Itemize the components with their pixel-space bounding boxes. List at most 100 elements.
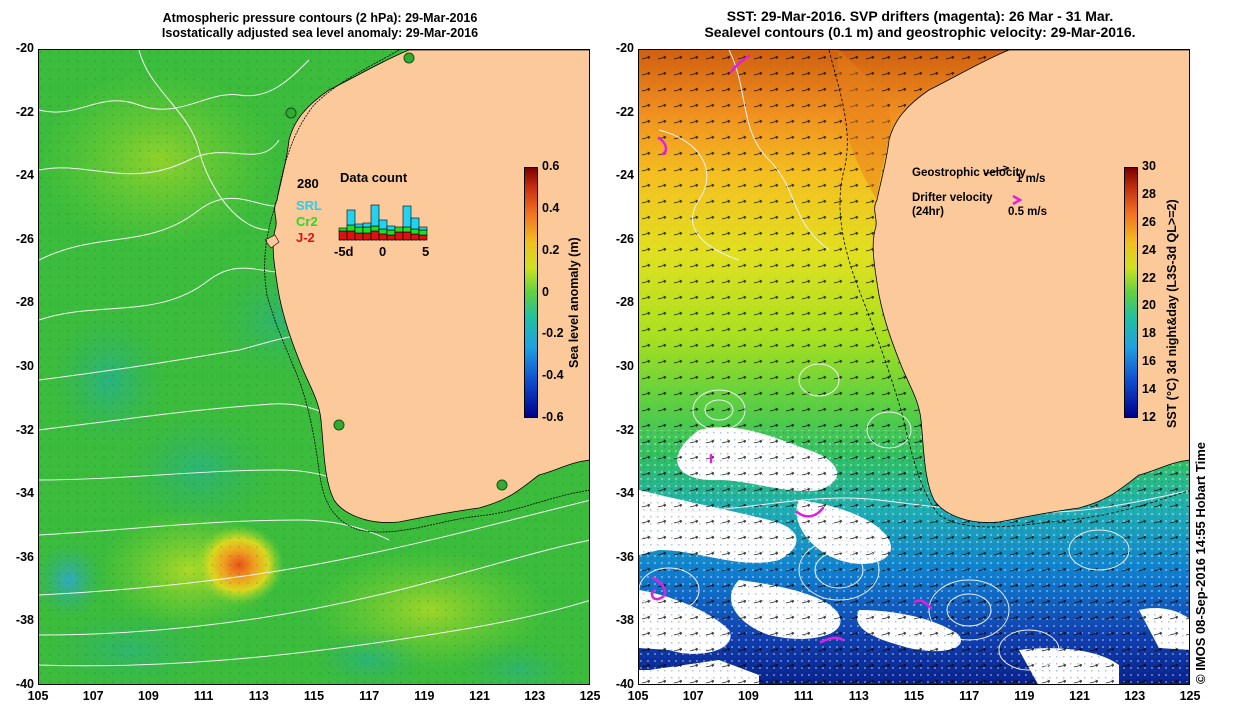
data-count-bar-j-2: [418, 234, 428, 241]
geostrophic-legend-scale: 1 m/s: [1016, 173, 1046, 185]
tide-gauge-marker[interactable]: [333, 419, 345, 431]
left-x-tick: 107: [82, 689, 104, 703]
left-x-tick: 115: [303, 689, 325, 703]
data-count-bar-j-2: [402, 231, 412, 241]
australia-land: [839, 50, 1189, 523]
drifter-legend-label: Drifter velocity: [912, 192, 993, 204]
geostrophic-legend-arrow: [983, 165, 1010, 175]
left-x-tick: 109: [137, 689, 159, 703]
right-map[interactable]: [638, 49, 1190, 685]
drifter-legend-arrow: [1012, 194, 1023, 206]
legend-srl: SRL: [296, 198, 322, 213]
left-x-tick: 113: [248, 689, 269, 703]
data-count-bar-cr2: [370, 225, 380, 232]
shelf-contour: [264, 50, 589, 533]
left-x-tick: 119: [414, 689, 435, 703]
right-y-tick: -30: [615, 359, 634, 373]
australia-land: [272, 50, 589, 523]
left-x-tick: 117: [359, 689, 380, 703]
right-y-tick: -40: [615, 677, 634, 691]
tide-gauge-marker[interactable]: [285, 107, 297, 119]
data-count-bar-srl: [402, 205, 412, 228]
left-colorbar-tick: 0.4: [542, 200, 560, 215]
left-title-line1: Atmospheric pressure contours (2 hPa): 2…: [162, 11, 478, 25]
right-y-tick: -34: [615, 486, 634, 501]
left-colorbar-tick: -0.6: [542, 410, 564, 424]
right-y-tick: -22: [615, 104, 634, 119]
right-x-tick: 111: [793, 689, 814, 703]
right-x-tick: 115: [903, 689, 925, 703]
data-count-bar-j-2: [354, 232, 364, 241]
data-count-inset: [338, 204, 428, 241]
right-colorbar-tick: 24: [1142, 242, 1156, 257]
credit-text: © IMOS 08-Sep-2016 14:55 Hobart Time: [1193, 442, 1208, 684]
right-y-tick: -32: [615, 422, 634, 437]
drifter-legend-scale: 0.5 m/s: [1008, 206, 1047, 218]
right-y-tick: -20: [615, 41, 634, 55]
right-colorbar-tick: 26: [1142, 214, 1156, 229]
right-x-tick: 119: [1014, 689, 1035, 703]
right-colorbar: [1124, 167, 1138, 418]
left-title: Atmospheric pressure contours (2 hPa): 2…: [100, 11, 540, 41]
right-x-tick: 123: [1124, 689, 1146, 703]
left-y-tick: -36: [15, 549, 34, 564]
data-count-bar-cr2: [354, 226, 364, 234]
left-map[interactable]: [38, 49, 590, 685]
right-colorbar-tick: 28: [1142, 186, 1156, 201]
shelf-contour: [828, 50, 1189, 528]
right-map-svg: [639, 50, 1189, 684]
left-x-tick: 105: [27, 689, 49, 703]
right-colorbar-tick: 20: [1142, 298, 1156, 313]
left-y-tick: -32: [15, 422, 34, 437]
data-count-bar-j-2: [386, 234, 396, 241]
pressure-contours: [39, 50, 589, 667]
left-colorbar-label: Sea level anomaly (m): [567, 237, 581, 368]
left-colorbar-tick: -0.4: [542, 368, 564, 383]
left-map-svg: [39, 50, 589, 684]
data-count-bar-j-2: [362, 232, 372, 241]
drifter-tracks[interactable]: [650, 54, 933, 644]
right-colorbar-tick: 12: [1142, 410, 1156, 424]
legend-cr2: Cr2: [296, 214, 318, 229]
data-count-bar-j-2: [338, 230, 348, 241]
data-count-bar-j-2: [394, 231, 404, 241]
left-colorbar-tick: 0: [542, 284, 549, 299]
data-count-bar-cr2: [394, 226, 404, 233]
tide-gauge-marker[interactable]: [403, 52, 415, 64]
geostrophic-legend-label: Geostrophic velocity: [912, 167, 1026, 179]
sealevel-contours: [639, 50, 1189, 671]
data-count-max: 280: [297, 176, 319, 191]
left-colorbar-tick: 0.2: [542, 242, 560, 257]
right-x-tick: 121: [1069, 689, 1091, 703]
left-x-tick: 123: [524, 689, 546, 703]
right-colorbar-tick: 14: [1142, 382, 1156, 397]
right-y-tick: -24: [615, 168, 634, 183]
legend-j2: J-2: [296, 230, 315, 245]
data-count-bar-cr2: [346, 224, 356, 232]
right-x-tick: 109: [737, 689, 759, 703]
left-y-tick: -30: [15, 359, 34, 373]
right-x-tick: 107: [682, 689, 704, 703]
data-count-bar-srl: [410, 217, 420, 230]
left-y-tick: -40: [15, 677, 34, 691]
left-y-tick: -24: [15, 168, 34, 183]
right-x-tick: 117: [959, 689, 980, 703]
right-title: SST: 29-Mar-2016. SVP drifters (magenta)…: [640, 8, 1200, 40]
right-colorbar-label: SST (°C) 3d night&day (L3S-3d QL>=2): [1165, 199, 1179, 428]
left-x-tick: 121: [469, 689, 491, 703]
left-y-tick: -34: [15, 486, 34, 501]
data-count-bar-srl: [354, 223, 364, 228]
left-y-tick: -22: [15, 104, 34, 119]
data-count-bar-cr2: [362, 226, 372, 234]
right-colorbar-tick: 18: [1142, 326, 1156, 341]
left-y-tick: -38: [15, 613, 34, 628]
data-count-bar-srl: [370, 204, 380, 227]
data-count-tick-end: 5: [422, 244, 430, 259]
left-y-tick: -28: [15, 295, 34, 310]
left-colorbar-tick: -0.2: [542, 326, 564, 341]
right-y-tick: -36: [615, 549, 634, 564]
right-y-tick: -38: [615, 613, 634, 628]
left-y-tick: -26: [15, 231, 34, 246]
data-count-bar-j-2: [346, 230, 356, 241]
tide-gauge-marker[interactable]: [496, 479, 508, 491]
